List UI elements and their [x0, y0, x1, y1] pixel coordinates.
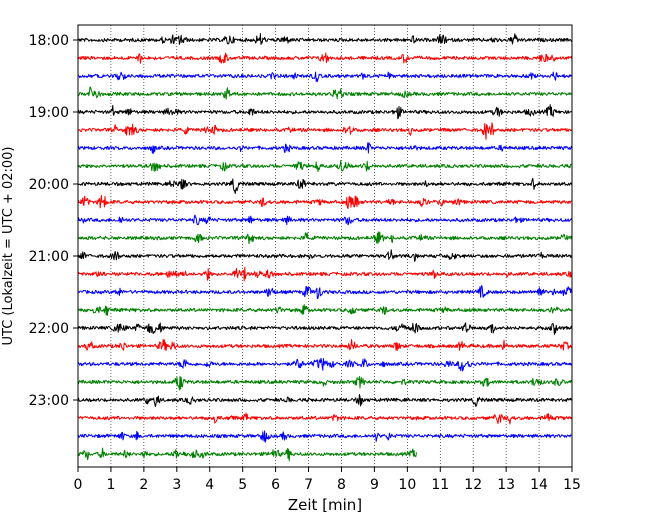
plot-frame	[77, 24, 573, 468]
x-tick-label: 12	[464, 477, 482, 493]
trace-2215	[77, 338, 573, 352]
traces	[77, 33, 573, 462]
trace-1800	[77, 33, 573, 45]
trace-2130	[77, 284, 573, 300]
trace-1945	[77, 159, 572, 173]
x-tick-label: 11	[431, 477, 449, 493]
y-tick-label: 22:00	[29, 321, 69, 337]
x-tick-label: 14	[530, 477, 548, 493]
x-tick-label: 2	[139, 477, 148, 493]
trace-2015	[77, 194, 572, 210]
trace-2345	[77, 447, 418, 462]
trace-2245	[77, 375, 573, 391]
x-tick-label: 5	[238, 477, 247, 493]
trace-2100	[77, 249, 573, 262]
y-tick-label: 18:00	[29, 33, 69, 49]
trace-2200	[77, 322, 573, 335]
trace-1930	[77, 142, 573, 154]
trace-1900	[77, 104, 572, 120]
trace-1915	[77, 122, 573, 140]
y-tick-label: 23:00	[29, 393, 69, 409]
x-tick-label: 13	[497, 477, 515, 493]
vertical-grid	[110, 25, 540, 467]
y-tick-label: 21:00	[29, 249, 69, 265]
x-tick-label: 0	[74, 477, 83, 493]
trace-2330	[77, 430, 572, 443]
x-tick-label: 4	[205, 477, 214, 493]
trace-2300	[77, 394, 573, 407]
trace-2115	[77, 266, 573, 282]
y-axis-ticks: 18:00 19:00 20:00 21:00 22:00 23:00	[29, 33, 78, 409]
trace-1830	[77, 71, 573, 83]
x-tick-label: 10	[398, 477, 416, 493]
trace-1845	[77, 86, 573, 100]
trace-2315	[77, 412, 573, 425]
x-tick-label: 1	[106, 477, 115, 493]
y-tick-label: 19:00	[29, 105, 69, 121]
x-tick-label: 7	[304, 477, 313, 493]
y-axis-label: UTC (Lokalzeit = UTC + 02:00)	[1, 147, 16, 346]
x-tick-label: 15	[563, 477, 581, 493]
x-tick-label: 3	[172, 477, 181, 493]
trace-2030	[77, 214, 573, 226]
trace-2145	[77, 304, 572, 316]
trace-1815	[77, 52, 573, 64]
x-axis-ticks: 0 1 2 3 4 5 6 7 8 9 10 11 12 13 14 15	[74, 467, 581, 493]
trace-2230	[77, 357, 572, 372]
y-tick-label: 20:00	[29, 177, 69, 193]
x-axis-label: Zeit [min]	[288, 496, 362, 514]
trace-2045	[77, 231, 573, 245]
x-tick-label: 6	[271, 477, 280, 493]
trace-2000	[77, 177, 573, 195]
x-tick-label: 8	[337, 477, 346, 493]
x-tick-label: 9	[370, 477, 379, 493]
